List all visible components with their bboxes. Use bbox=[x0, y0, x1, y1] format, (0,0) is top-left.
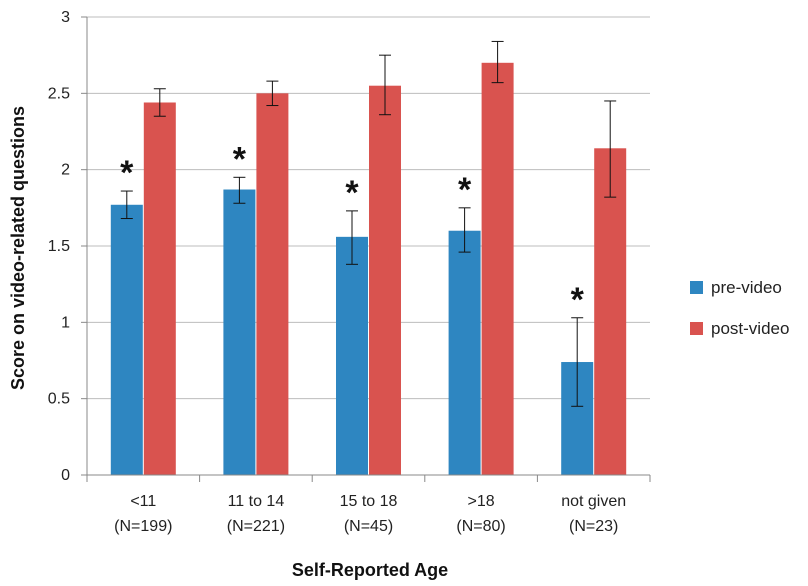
x-category-label: not given bbox=[561, 493, 626, 510]
y-tick-label: 0.5 bbox=[48, 391, 70, 408]
x-category-label: <11 bbox=[130, 493, 156, 510]
x-category-labels: <11 (N=199) 11 to 14 (N=221) 15 to 18 (N=45) >… bbox=[114, 493, 626, 535]
x-category-n-label: (N=23) bbox=[569, 518, 618, 535]
significance-markers: * * * * * bbox=[120, 140, 584, 318]
bar-post-video bbox=[143, 102, 176, 475]
x-category-n-label: (N=199) bbox=[114, 518, 172, 535]
significance-star: * bbox=[458, 171, 472, 209]
x-category-n-label: (N=221) bbox=[227, 518, 285, 535]
bar-post-video bbox=[256, 93, 289, 475]
legend-label-post-video: post-video bbox=[711, 319, 789, 338]
legend-swatch-post-video bbox=[690, 322, 703, 335]
y-tick-label: 2 bbox=[61, 162, 70, 179]
bar-pre-video bbox=[223, 189, 256, 475]
x-category-label: >18 bbox=[468, 493, 495, 510]
y-tick-labels: 0 0.5 1 1.5 2 2.5 3 bbox=[48, 9, 70, 484]
bar-pre-video bbox=[336, 236, 368, 475]
x-axis-title: Self-Reported Age bbox=[292, 560, 448, 580]
bar-pre-video bbox=[448, 230, 481, 475]
bar-pre-video bbox=[110, 204, 143, 475]
bar-post-video bbox=[594, 148, 627, 475]
y-axis-title: Score on video-related questions bbox=[8, 106, 28, 390]
error-bars bbox=[120, 40, 617, 407]
y-tick-label: 3 bbox=[61, 9, 70, 26]
significance-star: * bbox=[571, 281, 585, 319]
bar-post-video bbox=[369, 85, 401, 475]
y-tick-label: 0 bbox=[61, 467, 70, 484]
y-tick-label: 1.5 bbox=[48, 238, 70, 255]
bars bbox=[110, 62, 627, 476]
bar-post-video bbox=[481, 62, 514, 476]
legend-label-pre-video: pre-video bbox=[711, 278, 782, 297]
x-category-label: 11 to 14 bbox=[228, 493, 285, 510]
y-tick-label: 2.5 bbox=[48, 85, 70, 102]
y-tick-label: 1 bbox=[61, 314, 70, 331]
x-category-n-label: (N=45) bbox=[344, 518, 393, 535]
x-category-n-label: (N=80) bbox=[456, 518, 505, 535]
axes bbox=[81, 16, 651, 482]
legend: pre-video post-video bbox=[690, 278, 789, 338]
significance-star: * bbox=[120, 154, 134, 192]
significance-star: * bbox=[233, 140, 247, 178]
legend-swatch-pre-video bbox=[690, 281, 703, 294]
gridlines bbox=[87, 16, 650, 400]
x-category-label: 15 to 18 bbox=[340, 493, 398, 510]
significance-star: * bbox=[345, 174, 359, 212]
